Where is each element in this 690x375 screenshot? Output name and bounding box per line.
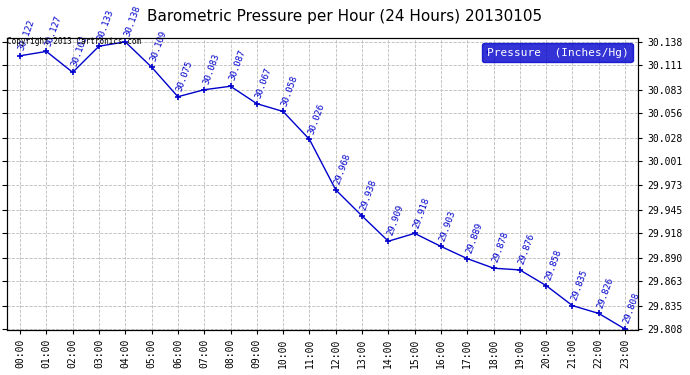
Text: 30.138: 30.138 — [122, 4, 142, 38]
Text: 30.133: 30.133 — [96, 9, 115, 42]
Text: 30.087: 30.087 — [228, 49, 247, 82]
Text: 29.968: 29.968 — [333, 152, 353, 186]
Text: 30.103: 30.103 — [70, 35, 89, 68]
Text: 29.938: 29.938 — [359, 178, 379, 212]
Text: 30.127: 30.127 — [43, 14, 63, 47]
Text: 29.909: 29.909 — [386, 204, 405, 237]
Text: 30.067: 30.067 — [254, 66, 273, 99]
Text: 29.918: 29.918 — [412, 196, 431, 229]
Text: 29.889: 29.889 — [464, 221, 484, 255]
Text: 30.122: 30.122 — [17, 18, 37, 52]
Text: Copyright 2013 Cartronics.com: Copyright 2013 Cartronics.com — [7, 38, 141, 46]
Text: 29.876: 29.876 — [517, 232, 536, 266]
Text: 30.109: 30.109 — [148, 30, 168, 63]
Text: 30.083: 30.083 — [201, 52, 221, 86]
Text: 30.058: 30.058 — [280, 74, 299, 107]
Text: 30.075: 30.075 — [175, 59, 195, 93]
Text: 30.026: 30.026 — [306, 102, 326, 135]
Text: 29.858: 29.858 — [543, 248, 563, 281]
Text: 29.903: 29.903 — [438, 209, 457, 242]
Text: 29.835: 29.835 — [569, 268, 589, 302]
Legend: Pressure  (Inches/Hg): Pressure (Inches/Hg) — [482, 43, 633, 62]
Text: 29.826: 29.826 — [596, 276, 615, 309]
Text: 29.808: 29.808 — [622, 292, 642, 325]
Text: Barometric Pressure per Hour (24 Hours) 20130105: Barometric Pressure per Hour (24 Hours) … — [148, 9, 542, 24]
Text: 29.878: 29.878 — [491, 231, 510, 264]
